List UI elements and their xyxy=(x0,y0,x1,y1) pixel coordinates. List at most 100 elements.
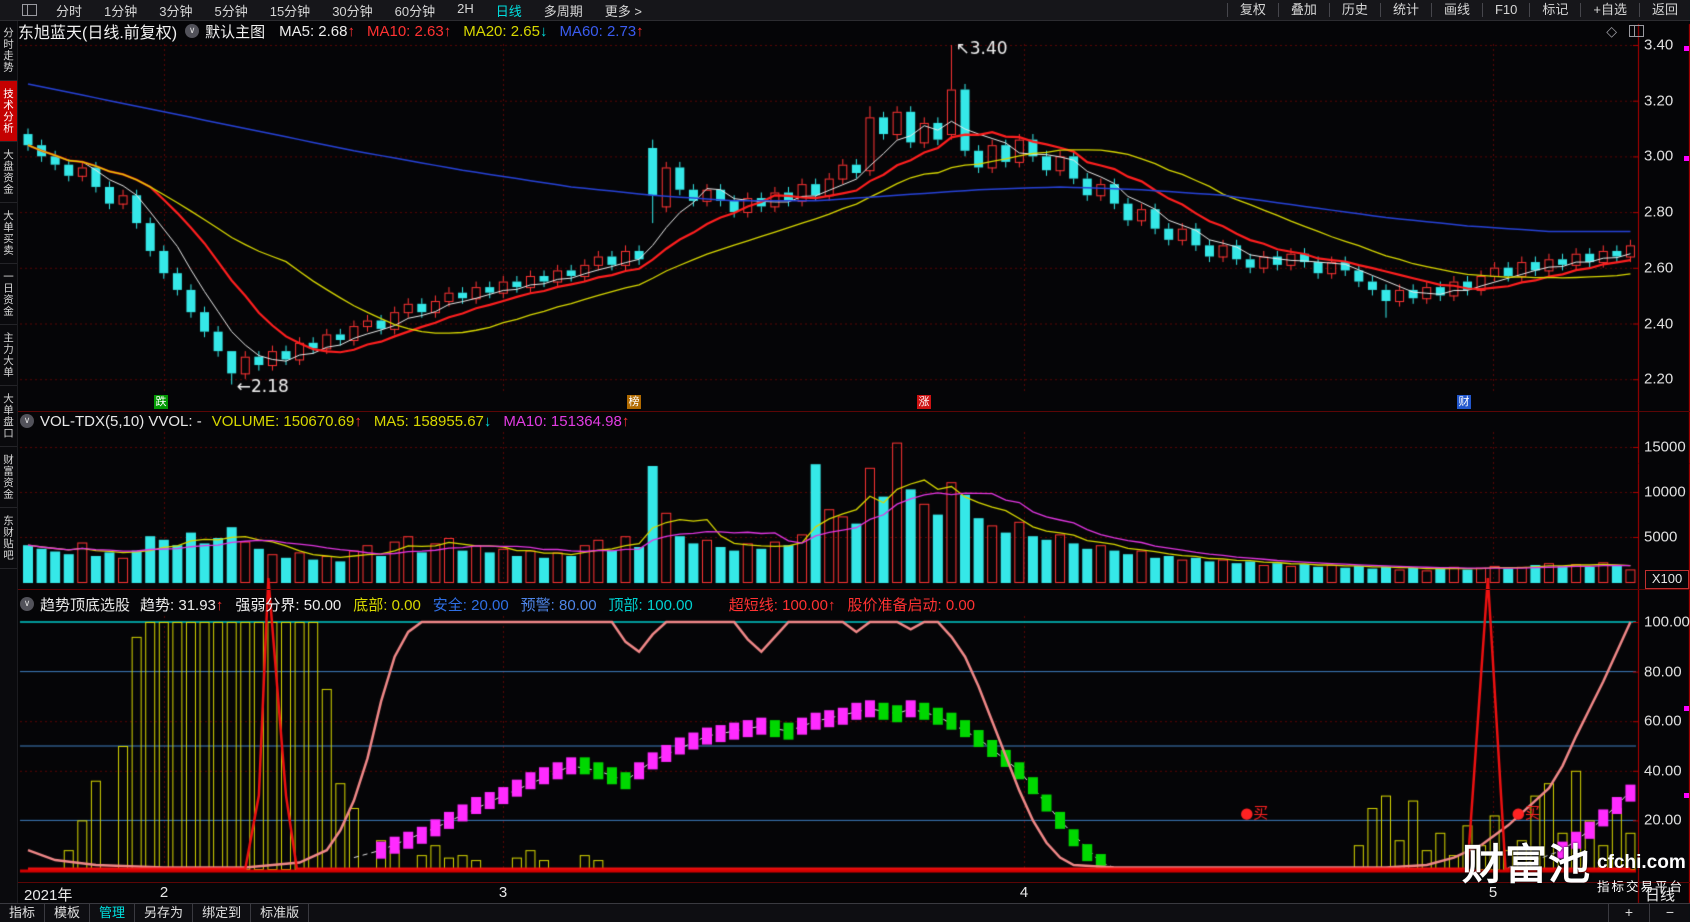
period-menu: 分时 1分钟 3分钟 5分钟 15分钟 30分钟 60分钟 2H 日线 多周期 更多 > xyxy=(45,1,653,20)
main-chart-label[interactable]: 默认主图 xyxy=(205,23,266,41)
period-tab-日线[interactable]: 日线 xyxy=(495,3,522,19)
scroll-marker-dot xyxy=(1684,156,1689,161)
top-right-menu: 复权 叠加 历史 统计 画线 F10 标记 +自选 返回 xyxy=(1226,0,1690,20)
menu-item-标记[interactable]: 标记 xyxy=(1529,3,1580,17)
sidebar-item-技术分析[interactable]: 技术分析 xyxy=(0,81,17,142)
top-menu-bar: 分时 1分钟 3分钟 5分钟 15分钟 30分钟 60分钟 2H 日线 多周期 更多 > 复权 叠加历… xyxy=(0,0,1690,21)
timeline-axis: 2021年 2 3 4 5 xyxy=(0,883,1690,904)
period-tab-5分钟[interactable]: 5分钟 xyxy=(214,3,248,19)
volume-field: MA5: 158955.67↓ xyxy=(374,413,492,430)
menu-item-+自选[interactable]: +自选 xyxy=(1580,3,1639,17)
indicator-field-text: 预警: 80.00 xyxy=(520,596,597,614)
panel-separator xyxy=(0,882,1690,883)
period-tab-分时[interactable]: 分时 xyxy=(56,3,83,19)
ma-value: MA60: 2.73↑ xyxy=(559,23,643,40)
bottom-toolbar: 指标 模板 管理 另存为 绑定到 标准版 + − xyxy=(0,903,1690,922)
period-label: 日线 xyxy=(1645,887,1676,904)
indicator-field: 底部: 0.00 xyxy=(353,594,421,615)
indicator-field: 强弱分界: 50.00 xyxy=(235,594,341,615)
sidebar-item-财富资金[interactable]: 财富资金 xyxy=(0,447,17,508)
window-icon[interactable] xyxy=(1629,25,1644,37)
trend-up-arrow-icon: ↑ xyxy=(347,22,356,40)
timeline-label: 2 xyxy=(159,884,169,901)
diamond-icon[interactable]: ◇ xyxy=(1606,22,1617,39)
sidebar-item-分时走势[interactable]: 分时走势 xyxy=(0,20,17,81)
left-sidebar: 分时走势 技术分析 大盘资金 大单买卖 一日资金 主力大单 大单盘口 财富资金 东财贴吧 xyxy=(0,20,18,903)
toolbar-item-绑定到[interactable]: 绑定到 xyxy=(193,904,252,922)
period-tab-30分钟[interactable]: 30分钟 xyxy=(332,3,373,19)
volume-axis-label: 5000 xyxy=(1644,528,1678,546)
ma-value-text: MA20: 2.65 xyxy=(463,22,540,40)
sidebar-item-大单盘口[interactable]: 大单盘口 xyxy=(0,386,17,447)
period-tab-更多 >[interactable]: 更多 > xyxy=(604,3,642,19)
trend-up-arrow-icon: ↑ xyxy=(354,412,362,430)
indicator-field: 顶部: 100.00 xyxy=(609,594,693,615)
volume-field: VOLUME: 150670.69↑ xyxy=(212,413,362,430)
menu-item-统计[interactable]: 统计 xyxy=(1379,3,1431,17)
ma-value: MA5: 2.68↑ xyxy=(279,23,355,40)
period-tab-3分钟[interactable]: 3分钟 xyxy=(159,3,193,19)
indicator-field-text: 强弱分界: 50.00 xyxy=(235,596,342,614)
timeline-label: 3 xyxy=(498,884,508,901)
indicator-axis-label: 20.00 xyxy=(1644,811,1682,829)
sidebar-item-主力大单[interactable]: 主力大单 xyxy=(0,325,17,386)
sidebar-item-一日资金[interactable]: 一日资金 xyxy=(0,264,17,325)
indicator-field: 超短线: 100.00↑ xyxy=(729,594,836,615)
period-tab-多周期[interactable]: 多周期 xyxy=(543,3,583,19)
indicator-field-text: 趋势: 31.93 xyxy=(140,596,216,614)
price-axis-label: 2.40 xyxy=(1644,315,1674,332)
toolbar-item-管理[interactable]: 管理 xyxy=(90,904,136,922)
trend-up-arrow-icon: ↑ xyxy=(443,22,452,40)
volume-unit-label: X100 xyxy=(1645,570,1689,589)
event-marker-跌[interactable]: 跌 xyxy=(154,395,168,409)
volume-field-text: MA5: 158955.67 xyxy=(373,412,484,430)
chevron-circle-icon[interactable]: ∨ xyxy=(185,24,200,38)
watermark-brand: 财富池 xyxy=(1462,841,1592,888)
toolbar-item-另存为[interactable]: 另存为 xyxy=(135,904,194,922)
timeline-label: 5 xyxy=(1488,884,1498,901)
sidebar-item-东财贴吧[interactable]: 东财贴吧 xyxy=(0,508,17,569)
timeline-label: 2021年 xyxy=(24,887,73,904)
zoom-in-button[interactable]: + xyxy=(1608,904,1649,922)
period-tab-1分钟[interactable]: 1分钟 xyxy=(104,3,138,19)
indicator-axis-label: 60.00 xyxy=(1644,712,1682,730)
event-marker-榜[interactable]: 榜 xyxy=(627,395,641,409)
chevron-circle-icon[interactable]: ∨ xyxy=(20,414,34,428)
menu-item-F10[interactable]: F10 xyxy=(1481,3,1529,17)
price-axis-label: 2.20 xyxy=(1644,370,1674,388)
toolbar-item-标准版[interactable]: 标准版 xyxy=(251,904,310,922)
price-axis-label: 3.00 xyxy=(1644,147,1674,165)
event-marker-财[interactable]: 财 xyxy=(1457,395,1471,409)
sidebar-item-大盘资金[interactable]: 大盘资金 xyxy=(0,142,17,203)
period-tab-60分钟[interactable]: 60分钟 xyxy=(394,3,436,19)
watermark-site: cfchi.com xyxy=(1597,852,1686,873)
zoom-out-button[interactable]: − xyxy=(1649,904,1690,922)
toolbar-item-模板[interactable]: 模板 xyxy=(45,904,91,922)
volume-field-text: MA10: 151364.98 xyxy=(503,412,622,430)
chevron-circle-icon[interactable]: ∨ xyxy=(20,597,34,611)
indicator-field: 安全: 20.00 xyxy=(433,594,509,615)
toolbar-item-指标[interactable]: 指标 xyxy=(0,904,46,922)
trend-up-arrow-icon: ↑ xyxy=(215,596,224,614)
sidebar-item-大单买卖[interactable]: 大单买卖 xyxy=(0,203,17,264)
window-split-icon[interactable] xyxy=(22,4,37,16)
indicator-field: 趋势: 31.93↑ xyxy=(140,594,223,615)
menu-item-画线[interactable]: 画线 xyxy=(1430,3,1482,17)
period-tab-2H[interactable]: 2H xyxy=(457,0,474,16)
trend-up-arrow-icon: ↑ xyxy=(827,596,836,614)
scroll-marker-dot xyxy=(1684,793,1689,798)
period-tab-15分钟[interactable]: 15分钟 xyxy=(269,3,311,19)
watermark-tagline: 指标交易平台 xyxy=(1597,880,1685,894)
volume-field: MA10: 151364.98↑ xyxy=(503,413,629,430)
price-axis-label: 2.80 xyxy=(1644,203,1674,221)
indicator-field: 股价准备启动: 0.00 xyxy=(847,594,975,615)
menu-item-叠加[interactable]: 叠加 xyxy=(1277,3,1329,17)
menu-item-历史[interactable]: 历史 xyxy=(1328,3,1380,17)
event-marker-涨[interactable]: 涨 xyxy=(917,395,931,409)
price-axis-label: 3.20 xyxy=(1644,92,1674,110)
menu-item-返回[interactable]: 返回 xyxy=(1638,3,1690,17)
menu-item-复权[interactable]: 复权 xyxy=(1226,3,1278,17)
toolbar-items: 指标 模板 管理 另存为 绑定到 标准版 xyxy=(0,904,310,922)
